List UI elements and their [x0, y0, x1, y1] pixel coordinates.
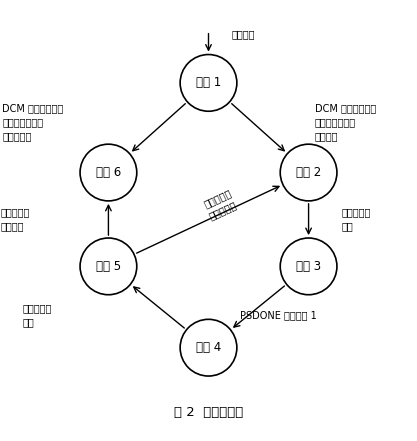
Text: 状态 4: 状态 4	[196, 341, 221, 354]
Text: DCM 已锁定，给出
开始移相信号，
需要移相: DCM 已锁定，给出 开始移相信号， 需要移相	[315, 104, 376, 142]
Text: DCM 已锁定，给出
开始移相信号，
不需要移相: DCM 已锁定，给出 开始移相信号， 不需要移相	[2, 104, 63, 142]
Text: 移相达到所
需要的值: 移相达到所 需要的值	[1, 208, 30, 232]
Text: 图 2  状态机框图: 图 2 状态机框图	[174, 406, 243, 419]
Text: 状态 2: 状态 2	[296, 166, 321, 179]
Text: 状态 1: 状态 1	[196, 76, 221, 90]
Text: 无条件状态
转移: 无条件状态 转移	[342, 208, 371, 232]
Text: 状态 6: 状态 6	[96, 166, 121, 179]
Text: 移相未达到
所需要的值: 移相未达到 所需要的值	[202, 188, 239, 221]
Text: 状态 3: 状态 3	[296, 260, 321, 273]
Text: 系统重启: 系统重启	[231, 29, 255, 39]
Text: PSDONE 输出变为 1: PSDONE 输出变为 1	[240, 310, 317, 321]
Text: 状态 5: 状态 5	[96, 260, 121, 273]
Text: 无条件状态
转移: 无条件状态 转移	[23, 303, 52, 328]
